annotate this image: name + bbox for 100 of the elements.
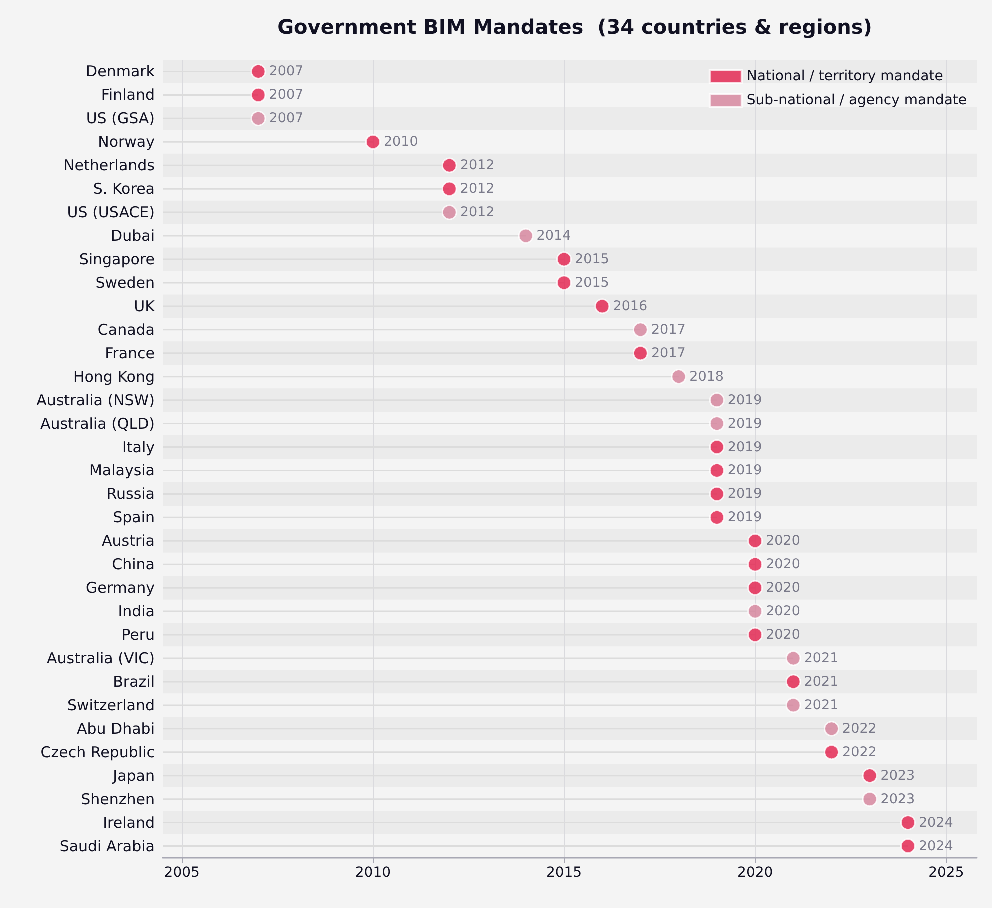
point — [671, 369, 687, 385]
data-label: 2023 — [880, 791, 916, 808]
y-tick-label: S. Korea — [93, 180, 155, 198]
y-tick-label: Saudi Arabia — [60, 837, 155, 856]
data-label: 2020 — [766, 533, 800, 550]
data-label: 2017 — [651, 345, 686, 362]
point — [632, 346, 648, 362]
y-tick-label: US (USACE) — [67, 204, 155, 222]
point — [442, 181, 458, 197]
data-label: 2017 — [651, 322, 686, 338]
point — [709, 392, 725, 408]
point — [748, 627, 764, 643]
point — [709, 462, 725, 478]
y-tick-label: Italy — [122, 438, 156, 456]
y-tick-label: Australia (VIC) — [47, 650, 155, 668]
data-label: 2021 — [804, 650, 839, 666]
point — [900, 815, 916, 831]
data-label: 2019 — [728, 392, 762, 408]
data-label: 2010 — [384, 134, 418, 150]
y-tick-label: Denmark — [86, 62, 156, 81]
data-label: 2016 — [613, 298, 648, 314]
y-tick-label: Sweden — [96, 274, 155, 292]
point — [365, 134, 381, 150]
point — [442, 204, 458, 220]
y-tick-label: Czech Republic — [40, 743, 155, 762]
point — [709, 440, 725, 456]
data-label: 2022 — [842, 720, 877, 737]
y-tick-label: China — [112, 556, 155, 574]
y-tick-label: Finland — [101, 86, 155, 104]
y-tick-label: Hong Kong — [73, 368, 155, 386]
y-tick-label: Germany — [86, 579, 156, 598]
y-tick-label: US (GSA) — [86, 110, 155, 128]
y-tick-label: Ireland — [103, 814, 155, 832]
point — [786, 650, 802, 666]
point — [709, 510, 725, 526]
y-tick-label: Spain — [113, 508, 155, 527]
point — [518, 228, 534, 244]
data-label: 2019 — [728, 486, 762, 502]
legend-label: National / territory mandate — [746, 68, 944, 84]
y-tick-label: Singapore — [79, 250, 155, 268]
point — [862, 792, 878, 808]
data-label: 2018 — [690, 368, 724, 385]
point — [824, 744, 840, 760]
x-tick-label: 2025 — [928, 865, 964, 881]
point — [250, 110, 266, 126]
point — [632, 322, 648, 338]
y-tick-label: Brazil — [113, 672, 155, 691]
data-label: 2022 — [842, 744, 877, 760]
y-tick-label: Norway — [98, 133, 156, 152]
y-tick-label: Shenzhen — [81, 790, 155, 808]
point — [900, 838, 916, 854]
data-label: 2014 — [536, 228, 572, 244]
data-label: 2023 — [880, 768, 916, 784]
data-label: 2012 — [460, 158, 495, 174]
y-tick-label: India — [118, 602, 155, 621]
point — [556, 275, 572, 291]
point — [824, 721, 840, 737]
point — [748, 533, 764, 549]
point — [442, 158, 458, 174]
y-tick-label: France — [105, 344, 155, 362]
data-label: 2007 — [269, 87, 304, 104]
data-label: 2024 — [918, 814, 954, 831]
data-label: 2015 — [575, 274, 610, 291]
point — [786, 698, 802, 714]
data-label: 2021 — [804, 674, 839, 690]
y-tick-label: Abu Dhabi — [77, 720, 155, 738]
data-label: 2012 — [460, 181, 495, 198]
y-tick-label: Russia — [106, 485, 155, 504]
data-label: 2021 — [804, 697, 839, 714]
point — [862, 768, 878, 784]
y-tick-label: Austria — [102, 532, 155, 550]
legend-label: Sub-national / agency mandate — [746, 92, 968, 108]
data-label: 2019 — [728, 510, 762, 526]
data-label: 2020 — [766, 627, 800, 644]
y-tick-label: Australia (QLD) — [40, 414, 155, 433]
point — [748, 580, 764, 596]
point — [250, 64, 266, 80]
point — [786, 674, 802, 690]
y-tick-label: Australia (NSW) — [36, 391, 155, 410]
data-label: 2024 — [918, 838, 954, 854]
point — [250, 87, 266, 103]
data-label: 2020 — [766, 556, 800, 573]
data-label: 2007 — [269, 64, 304, 80]
y-tick-label: Switzerland — [68, 696, 155, 714]
y-tick-label: UK — [134, 297, 156, 316]
y-tick-label: Peru — [122, 626, 155, 644]
data-label: 2019 — [728, 416, 762, 432]
data-label: 2012 — [460, 204, 495, 221]
x-tick-label: 2015 — [546, 865, 582, 881]
data-label: 2020 — [766, 580, 800, 596]
point — [709, 416, 725, 432]
x-tick-label: 2020 — [738, 865, 774, 881]
point — [748, 556, 764, 572]
data-label: 2020 — [766, 604, 800, 620]
point — [748, 604, 764, 620]
data-label: 2019 — [728, 439, 762, 456]
point — [556, 252, 572, 268]
y-tick-label: Malaysia — [89, 462, 155, 480]
y-tick-label: Canada — [98, 320, 155, 339]
data-label: 2015 — [575, 252, 610, 268]
